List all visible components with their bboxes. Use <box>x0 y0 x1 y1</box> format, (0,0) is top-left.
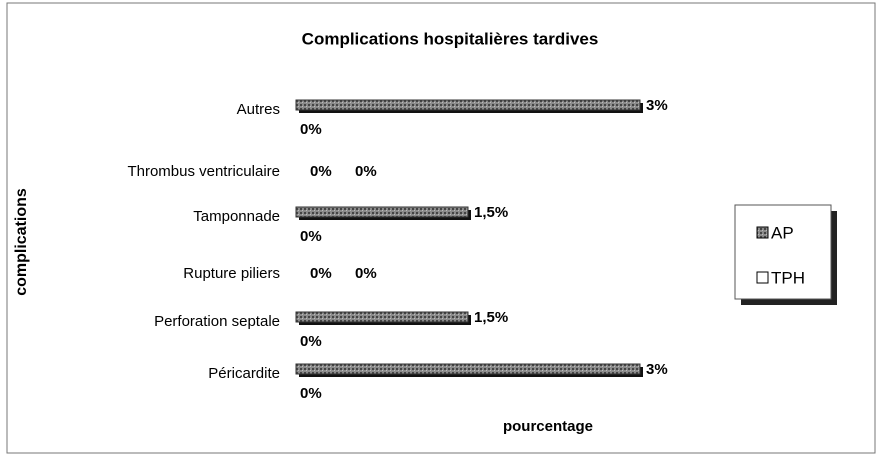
value-label: 0% <box>310 265 332 282</box>
legend-swatch <box>756 226 769 239</box>
y-tick-label: Thrombus ventriculaire <box>127 163 280 180</box>
bar <box>295 206 469 218</box>
value-label: 0% <box>300 385 322 402</box>
chart-title: Complications hospitalières tardives <box>302 29 599 48</box>
value-label: 1,5% <box>474 309 508 326</box>
legend-label: AP <box>771 223 794 242</box>
y-tick-label: Autres <box>237 101 280 118</box>
value-label: 3% <box>646 361 668 378</box>
bar <box>295 363 641 375</box>
bar <box>295 311 469 323</box>
value-label: 0% <box>300 333 322 350</box>
x-axis-label: pourcentage <box>503 418 593 435</box>
y-axis-label: complications <box>13 188 30 296</box>
chart-border <box>6 2 876 454</box>
value-label: 0% <box>355 265 377 282</box>
value-label: 0% <box>300 228 322 245</box>
y-tick-label: Tamponnade <box>193 208 280 225</box>
y-tick-label: Perforation septale <box>154 313 280 330</box>
bar <box>295 99 641 111</box>
y-tick-label: Rupture piliers <box>183 265 280 282</box>
legend-swatch <box>756 271 769 284</box>
value-label: 1,5% <box>474 204 508 221</box>
value-label: 3% <box>646 97 668 114</box>
value-label: 0% <box>355 163 377 180</box>
y-tick-label: Péricardite <box>208 365 280 382</box>
value-label: 0% <box>300 121 322 138</box>
value-label: 0% <box>310 163 332 180</box>
legend-label: TPH <box>771 268 805 287</box>
legend <box>734 204 832 300</box>
